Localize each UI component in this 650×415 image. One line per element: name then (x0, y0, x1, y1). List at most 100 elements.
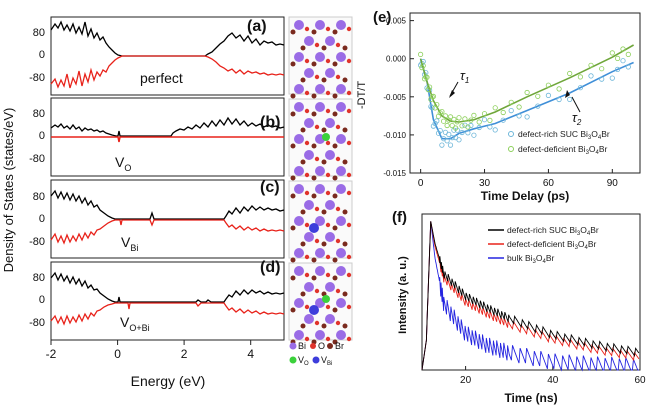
crystal-structure-c (288, 180, 353, 263)
data-point (442, 113, 448, 119)
data-point (487, 117, 493, 124)
bi-atom (304, 314, 314, 324)
bi-atom (294, 102, 304, 112)
dos-y-tick-label: 80 (33, 272, 45, 284)
dos-panel-c: 80 0 -80 (c) VBi (29, 179, 285, 259)
data-point (459, 123, 465, 129)
o-atom (325, 190, 331, 196)
bi-atom (315, 20, 325, 30)
bi-atom (294, 248, 304, 258)
br-atom (342, 241, 348, 247)
br-atom (290, 275, 296, 281)
decay-curve (421, 221, 640, 371)
o-atom (325, 304, 331, 310)
legend-bi-swatch (289, 342, 297, 350)
data-point (449, 123, 455, 129)
br-atom (311, 275, 317, 281)
crystal-structure-d (288, 262, 353, 345)
crystal-lattice (290, 20, 352, 99)
o-atom (346, 172, 352, 178)
o-atom (346, 108, 352, 114)
data-point (435, 130, 442, 136)
bi-atom (304, 118, 314, 128)
data-point (481, 111, 488, 117)
data-point (614, 55, 621, 62)
br-atom (290, 307, 296, 313)
br-atom (290, 225, 296, 231)
br-atom (300, 159, 306, 165)
dos-panel-label: VO (115, 154, 131, 173)
bi-atom (336, 102, 346, 112)
data-point (535, 103, 541, 109)
bi-atom (294, 134, 304, 144)
br-atom (300, 209, 306, 215)
dos-x-tick-label: 4 (247, 347, 254, 361)
br-atom (332, 257, 338, 263)
data-point (430, 93, 436, 100)
data-point (426, 84, 433, 90)
y-tick-label: -0.005 (383, 93, 406, 102)
o-atom (325, 172, 331, 178)
bi-atom (294, 20, 304, 30)
dos-panel-frame (50, 179, 285, 259)
chart-f: (f) 20 40 60 Intensity (a. u.) Time (ns) d… (392, 209, 646, 405)
oxygen-vacancy-marker (322, 295, 330, 303)
bi-atom (336, 134, 346, 144)
br-atom (290, 29, 296, 35)
data-point (444, 122, 450, 129)
data-point (447, 114, 454, 120)
data-point (444, 138, 450, 144)
data-point (434, 102, 440, 108)
data-point (492, 105, 498, 111)
legend-label: bulk Bi3O4Br (507, 253, 554, 265)
br-atom (332, 275, 338, 281)
data-point (440, 118, 447, 124)
br-atom (300, 323, 306, 329)
chart-f-x-ticks: 20 40 60 (460, 366, 646, 386)
br-atom (332, 307, 338, 313)
br-atom (311, 257, 317, 263)
crystal-structure-a (288, 16, 353, 99)
dos-spin-up-curve (50, 189, 285, 220)
o-atom (325, 58, 331, 64)
dos-panel-b: 80 0 -80 (b) VO (29, 97, 285, 177)
br-atom (321, 209, 327, 215)
oxygen-vacancy-marker (322, 133, 330, 141)
bi-atom (304, 68, 314, 78)
bi-atom (336, 266, 346, 276)
bi-atom (294, 84, 304, 94)
dos-panel-a: 80 0 -80 (a) perfect (29, 16, 285, 96)
dos-y-tick-label: 0 (39, 294, 45, 306)
bi-atom (294, 216, 304, 226)
br-atom (321, 323, 327, 329)
bi-atom (336, 166, 346, 176)
legend-label: defect-deficient Bi3O4Br (507, 239, 597, 251)
o-atom (314, 74, 320, 80)
br-atom (342, 159, 348, 165)
bi-atom (315, 330, 325, 340)
bi-atom (325, 200, 335, 210)
br-atom (311, 193, 317, 199)
y-tick-label: -0.010 (383, 131, 406, 140)
data-point (487, 124, 493, 130)
chart-f-y-axis-label: Intensity (a. u.) (397, 256, 409, 334)
bismuth-vacancy-marker (309, 305, 319, 315)
bismuth-vacancy-marker (309, 223, 319, 233)
o-atom (335, 288, 341, 294)
o-atom (314, 124, 320, 130)
chart-e-letter: (e) (373, 9, 391, 26)
bi-atom (325, 232, 335, 242)
br-atom (290, 193, 296, 199)
data-point (465, 124, 471, 130)
decay-curve (421, 221, 639, 372)
o-atom (346, 90, 352, 96)
data-point (620, 46, 626, 52)
data-point (492, 127, 498, 133)
o-atom (346, 26, 352, 32)
br-atom (321, 241, 327, 247)
dos-spin-down-curve (50, 219, 285, 245)
dos-y-axis-label: Density of States (states/eV) (1, 108, 16, 273)
dos-panel-d: 80 0 -80 (d) VO+Bi (29, 259, 285, 341)
o-atom (346, 190, 352, 196)
